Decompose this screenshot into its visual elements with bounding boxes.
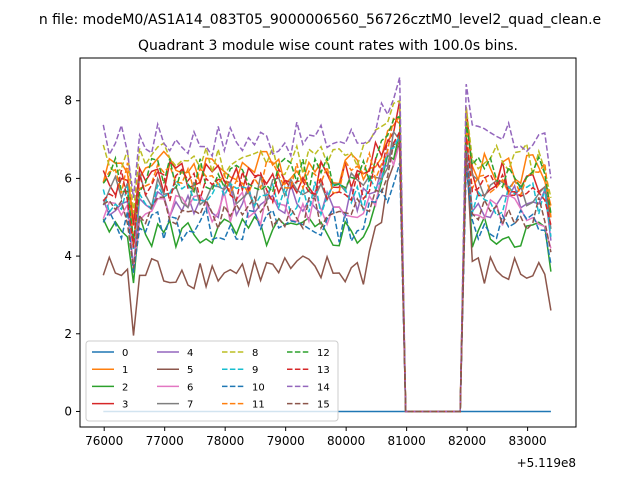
legend-label: 13 xyxy=(317,365,330,376)
legend-item-7[interactable]: 7 xyxy=(157,400,193,411)
legend-label: 9 xyxy=(252,365,258,376)
legend-label: 5 xyxy=(187,365,193,376)
series-line-13 xyxy=(102,128,552,413)
legend-item-15[interactable]: 15 xyxy=(287,400,330,411)
x-tick-label: 79000 xyxy=(267,434,305,448)
series-line-15 xyxy=(102,142,552,413)
legend-item-9[interactable]: 9 xyxy=(222,365,258,376)
legend-item-14[interactable]: 14 xyxy=(287,382,330,393)
x-tick-label: 83000 xyxy=(509,434,547,448)
series-line-6 xyxy=(102,143,552,413)
legend-item-10[interactable]: 10 xyxy=(222,382,265,393)
legend-label: 2 xyxy=(122,382,128,393)
legend-item-2[interactable]: 2 xyxy=(92,382,128,393)
series-line-9 xyxy=(102,135,552,413)
legend-label: 7 xyxy=(187,400,193,411)
x-offset-label: +5.119e8 xyxy=(517,456,576,470)
figure-suptitle: n file: modeM0/AS1A14_083T05_9000006560_… xyxy=(39,12,601,28)
series-line-12 xyxy=(102,115,552,413)
legend-item-4[interactable]: 4 xyxy=(157,348,193,359)
legend-label: 3 xyxy=(122,400,128,411)
y-axis: 0 2 4 6 8 xyxy=(64,94,80,418)
legend-label: 6 xyxy=(187,382,193,393)
legend-item-1[interactable]: 1 xyxy=(92,365,128,376)
chart-title: Quadrant 3 module wise count rates with … xyxy=(138,38,518,54)
legend-item-12[interactable]: 12 xyxy=(287,348,330,359)
x-tick-label: 81000 xyxy=(388,434,426,448)
y-tick-label: 6 xyxy=(64,171,72,185)
legend-item-11[interactable]: 11 xyxy=(222,400,265,411)
legend-item-6[interactable]: 6 xyxy=(157,382,193,393)
legend-label: 11 xyxy=(252,400,265,411)
legend-label: 8 xyxy=(252,348,258,359)
legend-item-3[interactable]: 3 xyxy=(92,400,128,411)
legend-item-8[interactable]: 8 xyxy=(222,348,258,359)
series-line-5 xyxy=(102,139,552,413)
legend-box xyxy=(85,340,339,422)
axes-frame xyxy=(79,57,577,428)
series-lines xyxy=(102,77,552,413)
y-tick-label: 8 xyxy=(64,94,72,108)
legend-item-5[interactable]: 5 xyxy=(157,365,193,376)
legend-label: 10 xyxy=(252,382,265,393)
x-tick-label: 82000 xyxy=(448,434,486,448)
legend-item-13[interactable]: 13 xyxy=(287,365,330,376)
legend-item-0[interactable]: 0 xyxy=(92,348,128,359)
legend-label: 12 xyxy=(317,348,330,359)
x-tick-label: 77000 xyxy=(146,434,184,448)
y-tick-label: 4 xyxy=(64,249,72,263)
y-tick-label: 2 xyxy=(64,327,72,341)
legend-label: 4 xyxy=(187,348,193,359)
legend-label: 15 xyxy=(317,400,330,411)
y-tick-label: 0 xyxy=(64,404,72,418)
series-line-11 xyxy=(102,116,552,413)
x-tick-label: 78000 xyxy=(206,434,244,448)
x-axis: 76000 77000 78000 79000 80000 81000 82000 83000 xyxy=(85,427,547,448)
legend-label: 0 xyxy=(122,348,128,359)
legend-label: 14 xyxy=(317,382,330,393)
series-line-14 xyxy=(102,77,552,413)
x-tick-label: 76000 xyxy=(85,434,123,448)
legend-label: 1 xyxy=(122,365,128,376)
x-tick-label: 80000 xyxy=(327,434,365,448)
